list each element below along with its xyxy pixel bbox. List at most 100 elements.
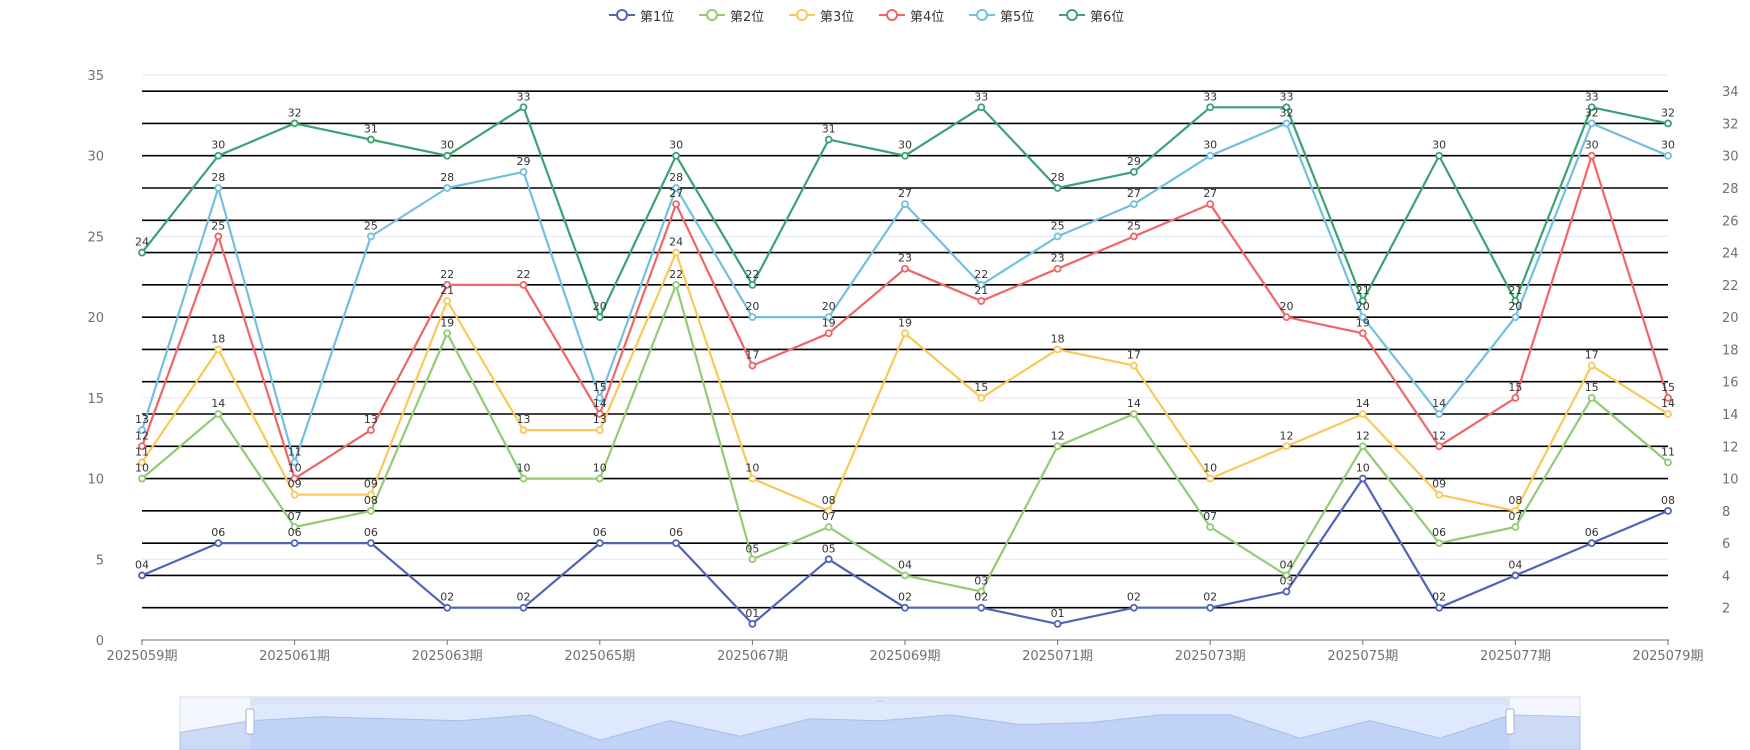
data-point[interactable]: [1435, 603, 1443, 612]
data-point[interactable]: [1511, 297, 1520, 305]
data-point[interactable]: [443, 603, 452, 612]
data-point[interactable]: [1511, 313, 1520, 322]
data-point[interactable]: [901, 200, 909, 209]
data-point[interactable]: [1130, 232, 1138, 241]
data-point[interactable]: [290, 458, 299, 467]
zoom-right-handle[interactable]: [1505, 708, 1515, 735]
data-point[interactable]: [595, 393, 604, 402]
data-point[interactable]: [519, 103, 528, 112]
data-point[interactable]: [977, 297, 986, 305]
data-point[interactable]: [824, 135, 833, 144]
data-point[interactable]: [138, 248, 146, 257]
data-point[interactable]: [1435, 151, 1443, 160]
data-point[interactable]: [290, 523, 299, 531]
data-point[interactable]: [138, 426, 146, 435]
data-point[interactable]: [1358, 313, 1367, 322]
data-point[interactable]: [443, 329, 452, 338]
data-point[interactable]: [977, 603, 986, 612]
data-point[interactable]: [366, 135, 375, 144]
data-point[interactable]: [1358, 329, 1367, 338]
data-point[interactable]: [443, 184, 452, 192]
data-point[interactable]: [748, 361, 757, 370]
data-point[interactable]: [290, 490, 299, 499]
data-point[interactable]: [824, 523, 833, 531]
data-point[interactable]: [1435, 539, 1443, 548]
data-point[interactable]: [1587, 151, 1596, 160]
data-point[interactable]: [595, 313, 604, 322]
data-point[interactable]: [824, 329, 833, 338]
data-point[interactable]: [672, 280, 680, 289]
legend-item-2[interactable]: 第2位: [699, 4, 764, 26]
data-point[interactable]: [290, 119, 299, 128]
data-point[interactable]: [366, 232, 375, 241]
data-point[interactable]: [748, 313, 757, 322]
data-point[interactable]: [214, 410, 223, 418]
data-point[interactable]: [748, 280, 757, 289]
data-point[interactable]: [1206, 474, 1215, 483]
data-point[interactable]: [214, 345, 223, 354]
data-point[interactable]: [519, 426, 528, 435]
data-point[interactable]: [1282, 587, 1291, 596]
data-point[interactable]: [977, 103, 986, 112]
data-point[interactable]: [1206, 103, 1215, 112]
data-point[interactable]: [290, 539, 299, 548]
data-point[interactable]: [519, 474, 528, 483]
data-point[interactable]: [1664, 410, 1672, 418]
data-point[interactable]: [1206, 523, 1215, 531]
data-point[interactable]: [1130, 167, 1138, 176]
data-point[interactable]: [366, 506, 375, 515]
data-point[interactable]: [1358, 442, 1367, 451]
data-point[interactable]: [1587, 393, 1596, 402]
data-point[interactable]: [1206, 200, 1215, 209]
data-point[interactable]: [1587, 539, 1596, 548]
data-point[interactable]: [1282, 571, 1291, 580]
data-point[interactable]: [443, 151, 452, 160]
data-point[interactable]: [214, 539, 223, 548]
data-point[interactable]: [1587, 119, 1596, 128]
data-point[interactable]: [1282, 442, 1291, 451]
data-point[interactable]: [1130, 200, 1138, 209]
data-point[interactable]: [672, 184, 680, 192]
data-point[interactable]: [595, 474, 604, 483]
data-point[interactable]: [1358, 297, 1367, 305]
data-point[interactable]: [977, 280, 986, 289]
data-point[interactable]: [1053, 184, 1062, 192]
data-point[interactable]: [901, 264, 909, 273]
legend-item-4[interactable]: 第4位: [879, 4, 944, 26]
data-point[interactable]: [1282, 103, 1291, 112]
data-point[interactable]: [1511, 506, 1520, 515]
data-point[interactable]: [366, 426, 375, 435]
data-point[interactable]: [1511, 393, 1520, 402]
zoom-move-handle[interactable]: [250, 697, 1510, 705]
data-point[interactable]: [1664, 506, 1672, 515]
data-point[interactable]: [1130, 361, 1138, 370]
data-point[interactable]: [1664, 458, 1672, 467]
data-point[interactable]: [366, 539, 375, 548]
data-point[interactable]: [748, 555, 757, 564]
data-point[interactable]: [1358, 410, 1367, 418]
data-point[interactable]: [977, 587, 986, 596]
data-point[interactable]: [519, 280, 528, 289]
zoom-left-handle[interactable]: [245, 708, 255, 735]
data-point[interactable]: [824, 313, 833, 322]
data-point[interactable]: [672, 539, 680, 548]
data-point[interactable]: [366, 490, 375, 499]
data-point[interactable]: [214, 232, 223, 241]
data-point[interactable]: [138, 458, 146, 467]
data-point[interactable]: [1664, 393, 1672, 402]
data-point[interactable]: [1282, 313, 1291, 322]
data-point[interactable]: [1053, 232, 1062, 241]
data-zoom-slider[interactable]: ⋯: [179, 696, 1581, 750]
data-point[interactable]: [1053, 442, 1062, 451]
data-point[interactable]: [138, 442, 146, 451]
data-point[interactable]: [1358, 474, 1367, 483]
data-point[interactable]: [824, 506, 833, 515]
data-point[interactable]: [1282, 119, 1291, 128]
data-point[interactable]: [1053, 619, 1062, 628]
data-point[interactable]: [1130, 410, 1138, 418]
data-point[interactable]: [1664, 119, 1672, 128]
data-point[interactable]: [1511, 571, 1520, 580]
data-point[interactable]: [1206, 603, 1215, 612]
data-point[interactable]: [1587, 361, 1596, 370]
legend-item-3[interactable]: 第3位: [789, 4, 854, 26]
